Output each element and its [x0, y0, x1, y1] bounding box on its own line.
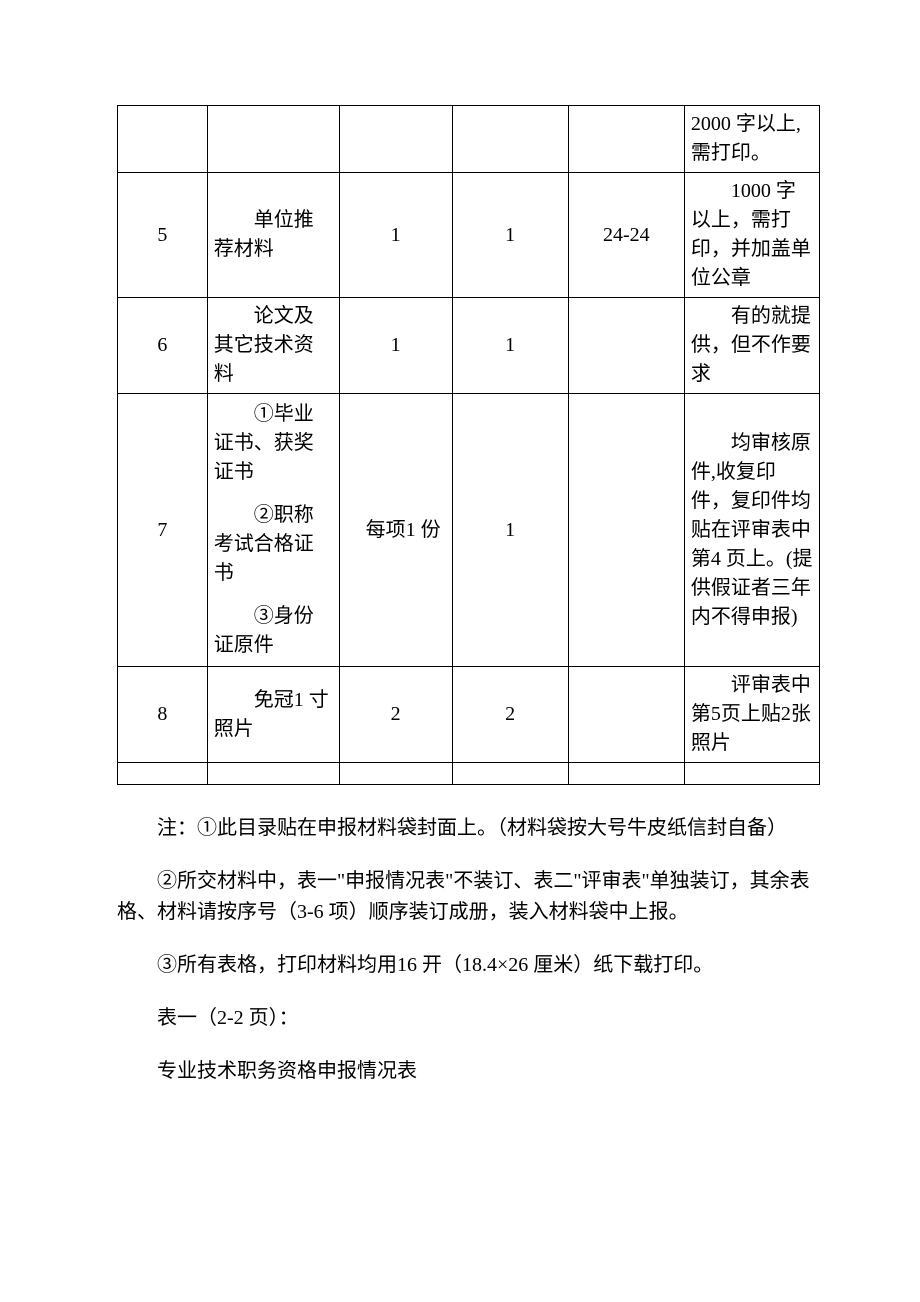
cell-name: [207, 106, 339, 173]
note-text: 表一（2-2 页）：: [117, 1003, 820, 1034]
note-text: 专业技术职务资格申报情况表: [117, 1056, 820, 1087]
table-row: 7 ①毕业证书、获奖证书 ②职称考试合格证书 ③身份证原件 每项1 份 1 均审…: [118, 394, 820, 667]
cell-qty1: 1: [339, 173, 452, 298]
cell-qty2: 1: [452, 173, 568, 298]
cell-remark: 有的就提供，但不作要求: [684, 298, 819, 394]
cell-qty1: 1: [339, 298, 452, 394]
note-text: ②所交材料中，表一"申报情况表"不装订、表二"评审表"单独装订，其余表格、材料请…: [117, 866, 820, 928]
cell-qty1: [339, 106, 452, 173]
cell-qty2: 1: [452, 298, 568, 394]
cell-remark: 均审核原件,收复印件，复印件均贴在评审表中第4 页上。(提供假证者三年内不得申报…: [684, 394, 819, 667]
cell-seq: 5: [118, 173, 208, 298]
cell-seq: [118, 106, 208, 173]
table-row-empty: [118, 763, 820, 785]
cell-name: 免冠1 寸照片: [207, 667, 339, 763]
cell-qty2: [452, 106, 568, 173]
cell-remark: 2000 字以上,需打印。: [684, 106, 819, 173]
cell-qty1: [339, 763, 452, 785]
cell-seq: 6: [118, 298, 208, 394]
cell-name: 论文及其它技术资料: [207, 298, 339, 394]
cell-page: [568, 106, 684, 173]
cell-page: 24-24: [568, 173, 684, 298]
cell-qty2: 2: [452, 667, 568, 763]
note-text: 注：①此目录贴在申报材料袋封面上。（材料袋按大号牛皮纸信封自备）: [117, 813, 820, 844]
materials-table: 2000 字以上,需打印。 5 单位推荐材料 1 1 24-24 1000 字以…: [117, 105, 820, 785]
cell-qty1: 每项1 份: [339, 394, 452, 667]
cell-name: [207, 763, 339, 785]
name-part: ②职称考试合格证书: [214, 501, 333, 588]
cell-page: [568, 394, 684, 667]
cell-seq: 7: [118, 394, 208, 667]
cell-name: 单位推荐材料: [207, 173, 339, 298]
cell-remark: [684, 763, 819, 785]
cell-qty1: 2: [339, 667, 452, 763]
cell-page: [568, 298, 684, 394]
name-part: ①毕业证书、获奖证书: [214, 400, 333, 487]
cell-seq: [118, 763, 208, 785]
table-row: 5 单位推荐材料 1 1 24-24 1000 字以上，需打印，并加盖单位公章: [118, 173, 820, 298]
cell-qty2: 1: [452, 394, 568, 667]
note-text: ③所有表格，打印材料均用16 开（18.4×26 厘米）纸下载打印。: [117, 950, 820, 981]
cell-name: ①毕业证书、获奖证书 ②职称考试合格证书 ③身份证原件: [207, 394, 339, 667]
cell-page: [568, 763, 684, 785]
table-row: 6 论文及其它技术资料 1 1 有的就提供，但不作要求: [118, 298, 820, 394]
name-part: ③身份证原件: [214, 602, 333, 660]
cell-seq: 8: [118, 667, 208, 763]
cell-remark: 评审表中第5页上贴2张照片: [684, 667, 819, 763]
cell-page: [568, 667, 684, 763]
cell-qty2: [452, 763, 568, 785]
cell-remark: 1000 字以上，需打印，并加盖单位公章: [684, 173, 819, 298]
table-row: 8 免冠1 寸照片 2 2 评审表中第5页上贴2张照片: [118, 667, 820, 763]
table-row: 2000 字以上,需打印。: [118, 106, 820, 173]
